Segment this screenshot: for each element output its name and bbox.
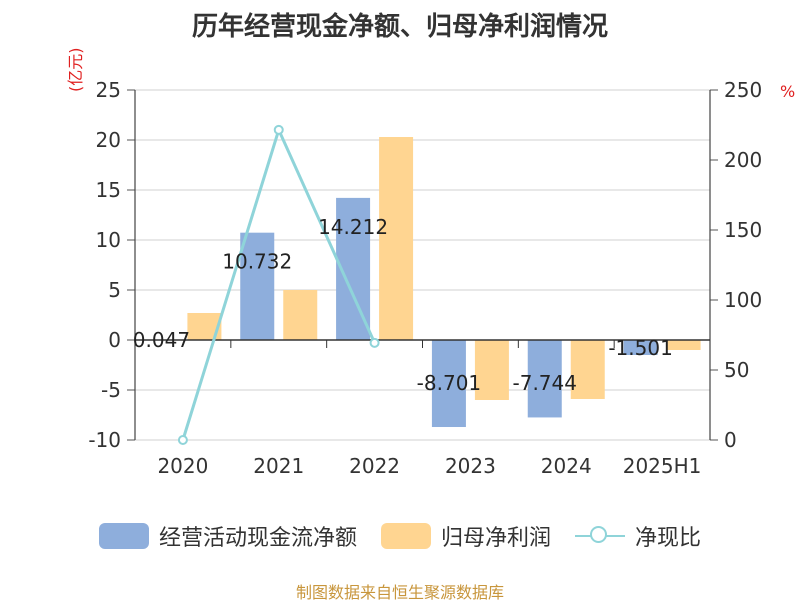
y-left-tick-label: 20 bbox=[96, 128, 121, 152]
y-left-tick-label: -10 bbox=[88, 428, 121, 452]
x-tick-label: 2025H1 bbox=[623, 454, 702, 478]
x-tick-label: 2023 bbox=[445, 454, 496, 478]
y-left-tick-label: 15 bbox=[96, 178, 121, 202]
bar-profit bbox=[379, 137, 414, 340]
legend-swatch-profit bbox=[380, 523, 431, 549]
y-left-tick-label: -5 bbox=[101, 378, 121, 402]
x-tick-label: 2021 bbox=[253, 454, 304, 478]
bar-profit bbox=[283, 290, 318, 340]
ratio-point bbox=[177, 435, 188, 445]
source-note: 制图数据来自恒生聚源数据库 bbox=[295, 583, 504, 602]
bar-cash-label: -1.501 bbox=[608, 336, 672, 360]
x-tick-label: 2022 bbox=[349, 454, 400, 478]
legend-item-cash[interactable]: 经营活动现金流净额 bbox=[98, 520, 357, 552]
legend-item-profit[interactable]: 归母净利润 bbox=[380, 520, 551, 552]
legend-swatch-cash bbox=[98, 523, 149, 549]
y-right-tick-label: 250 bbox=[724, 78, 762, 102]
bar-profit bbox=[666, 340, 701, 350]
y-right-tick-label: 150 bbox=[724, 218, 762, 242]
bar-cash bbox=[240, 232, 275, 340]
bar-cash-label: -7.744 bbox=[513, 371, 577, 395]
legend-swatch-ratio bbox=[575, 523, 625, 549]
ratio-point bbox=[273, 124, 284, 135]
legend-label-profit: 归母净利润 bbox=[440, 526, 551, 551]
y-right-tick-label: 200 bbox=[724, 148, 762, 172]
x-tick-label: 2024 bbox=[541, 454, 592, 478]
y-left-tick-label: 10 bbox=[96, 228, 121, 252]
ratio-point bbox=[369, 337, 380, 348]
bar-profit bbox=[474, 340, 509, 400]
bar-cash-label: 14.212 bbox=[318, 215, 388, 239]
y-left-tick-label: 5 bbox=[108, 278, 121, 302]
x-tick-label: 2020 bbox=[157, 454, 208, 478]
legend: 经营活动现金流净额 归母净利润 净现比 bbox=[0, 516, 800, 556]
y-right-tick-label: 0 bbox=[724, 428, 737, 452]
bar-cash bbox=[431, 340, 466, 428]
y-right-tick-label: 50 bbox=[724, 358, 749, 382]
chart-title: 历年经营现金净额、归母净利润情况 bbox=[191, 12, 608, 42]
bar-cash-label: -8.701 bbox=[417, 371, 481, 395]
bar-cash-label: 0.047 bbox=[133, 328, 190, 352]
legend-item-ratio[interactable]: 净现比 bbox=[575, 520, 701, 552]
bar-cash bbox=[623, 340, 658, 356]
bar-cash-label: 10.732 bbox=[222, 250, 292, 274]
legend-label-cash: 经营活动现金流净额 bbox=[158, 526, 357, 551]
right-axis-unit: % bbox=[780, 82, 796, 101]
legend-label-ratio: 净现比 bbox=[635, 526, 702, 551]
y-left-tick-label: 25 bbox=[96, 78, 121, 102]
y-left-tick-label: 0 bbox=[108, 328, 121, 352]
y-right-tick-label: 100 bbox=[724, 288, 762, 312]
bar-profit bbox=[570, 340, 605, 399]
bar-cash bbox=[527, 340, 562, 418]
